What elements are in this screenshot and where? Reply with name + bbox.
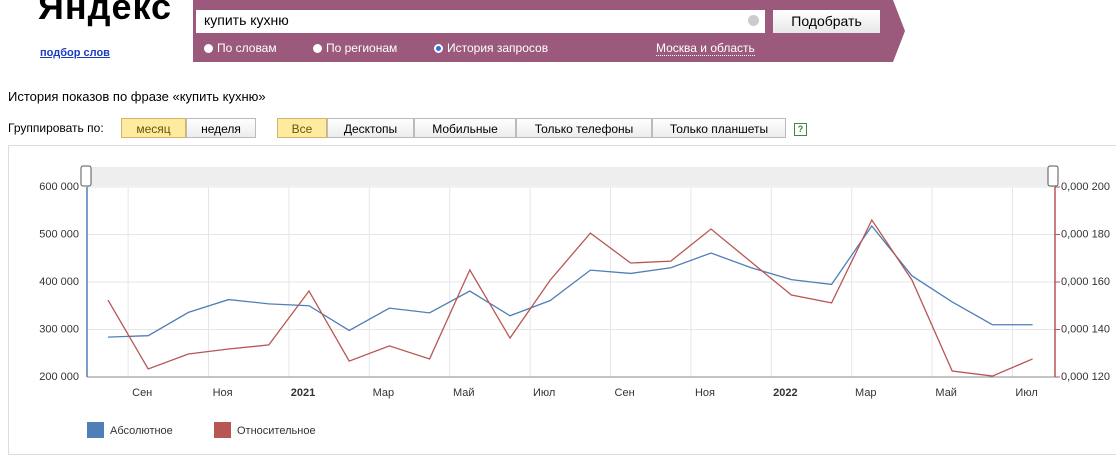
x-tick-label: Май — [935, 387, 957, 399]
radio[interactable]: По регионам — [313, 41, 397, 55]
device-button[interactable]: Все — [277, 118, 327, 138]
legend-label: Абсолютное — [110, 425, 173, 437]
y-tick-label: 400 000 — [39, 276, 79, 288]
radio-label[interactable]: По словам — [217, 41, 277, 55]
help-icon[interactable]: ? — [794, 123, 807, 136]
x-tick-label: Мар — [373, 387, 395, 399]
y2-tick-label: 0,000 120 — [1061, 371, 1110, 383]
slider-handle[interactable] — [1047, 165, 1059, 187]
x-tick-label: Сен — [615, 387, 635, 399]
group-button[interactable]: месяц — [121, 118, 186, 138]
x-tick-label: Ноя — [695, 387, 715, 399]
device-button[interactable]: Мобильные — [414, 118, 516, 138]
region-link[interactable]: Москва и область — [656, 41, 755, 56]
slider-handle[interactable] — [80, 165, 92, 187]
y2-tick-label: 0,000 200 — [1061, 181, 1110, 193]
device-button[interactable]: Только телефоны — [516, 118, 652, 138]
y-tick-label: 600 000 — [39, 181, 79, 193]
device-button[interactable]: Десктопы — [327, 118, 414, 138]
series-line — [107, 218, 1033, 377]
chart: 200 000 300 000 400 000 500 000 600 000 0,000… — [39, 165, 1110, 438]
submit-button[interactable]: Подобрать — [773, 10, 880, 33]
x-tick-label: Сен — [132, 387, 152, 399]
x-tick-label: 2021 — [291, 387, 315, 399]
group-button[interactable]: неделя — [186, 118, 256, 138]
radio[interactable]: По словам — [204, 41, 277, 55]
search-input[interactable]: купить кухню — [196, 10, 765, 33]
x-tick-label: Июл — [1015, 387, 1037, 399]
radio-label[interactable]: По регионам — [326, 41, 398, 55]
x-tick-label: Июл — [533, 387, 555, 399]
y2-tick-label: 0,000 180 — [1061, 228, 1110, 240]
grouping-label: Группировать по: — [8, 121, 104, 135]
x-tick-label: 2022 — [773, 387, 797, 399]
range-slider[interactable] — [87, 167, 1055, 186]
logo[interactable]: Яндекс — [38, 0, 173, 27]
radio-label[interactable]: История запросов — [447, 41, 549, 55]
legend-swatch — [87, 422, 104, 438]
x-tick-label: Май — [453, 387, 475, 399]
x-tick-label: Ноя — [213, 387, 233, 399]
clear-icon[interactable] — [748, 15, 759, 26]
history-title: История показов по фразе «купить кухню» — [8, 89, 266, 104]
y2-tick-label: 0,000 160 — [1061, 276, 1110, 288]
y2-tick-label: 0,000 140 — [1061, 323, 1110, 335]
logo-sub[interactable]: подбор слов — [40, 47, 110, 59]
series-line — [107, 224, 1033, 338]
y-tick-label: 300 000 — [39, 323, 79, 335]
y-tick-label: 500 000 — [39, 228, 79, 240]
page: Яндекс подбор слов купить кухню Подобрат… — [8, 0, 1116, 455]
legend-label: Относительное — [237, 425, 316, 437]
x-tick-label: Мар — [855, 387, 877, 399]
legend-swatch — [214, 422, 231, 438]
device-button[interactable]: Только планшеты — [652, 118, 786, 138]
radio[interactable]: История запросов — [434, 41, 548, 55]
y-tick-label: 200 000 — [39, 371, 79, 383]
